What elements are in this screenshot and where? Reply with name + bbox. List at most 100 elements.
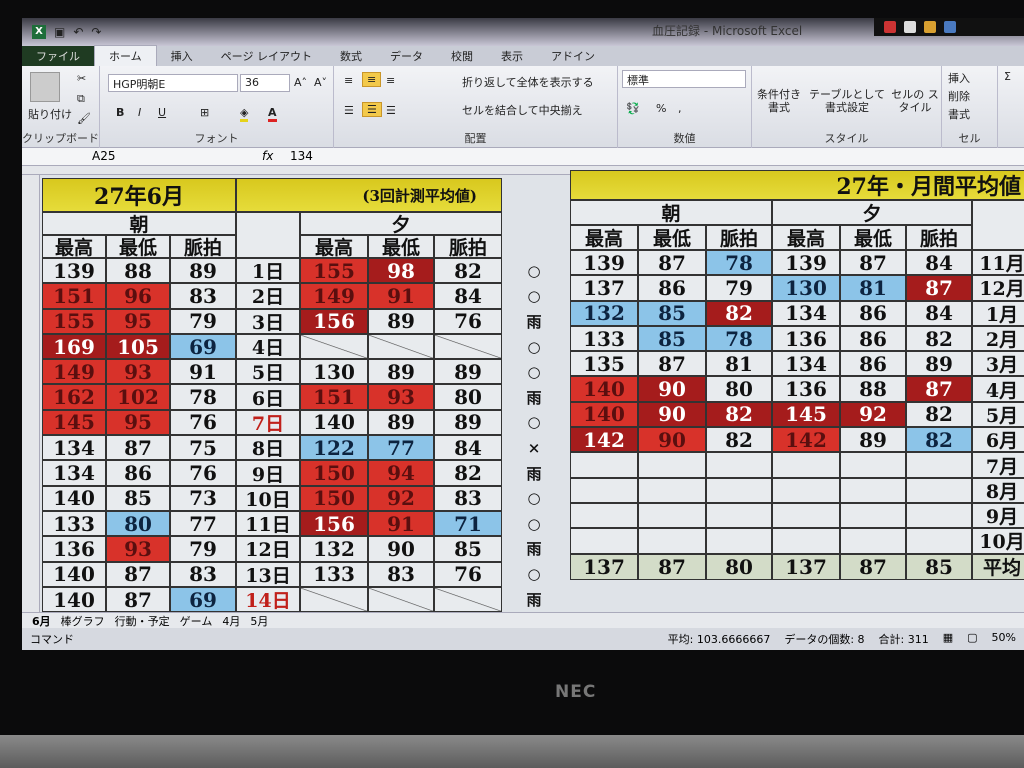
evening-value-cell[interactable]: 89 — [368, 359, 434, 385]
monthly-value-cell[interactable] — [906, 528, 972, 554]
fill-color-icon[interactable]: ◈ — [240, 106, 249, 122]
monthly-value-cell[interactable]: 89 — [906, 351, 972, 377]
bold-button[interactable]: B — [116, 106, 125, 119]
comma-button[interactable]: , — [678, 102, 682, 115]
monthly-value-cell[interactable]: 133 — [570, 325, 638, 352]
monthly-value-cell[interactable] — [840, 477, 906, 503]
evening-value-cell[interactable]: 80 — [434, 384, 502, 410]
ime-icon[interactable] — [904, 21, 916, 33]
sheet-tab[interactable]: 4月 — [222, 614, 241, 628]
monthly-value-cell[interactable]: 82 — [906, 401, 972, 428]
format-as-table-button[interactable]: テーブルとして 書式設定 — [808, 88, 885, 114]
sheet-tab[interactable]: 5月 — [250, 614, 269, 628]
column-header[interactable]: 脈拍 — [906, 225, 972, 250]
month-header[interactable] — [972, 200, 1024, 250]
monthly-value-cell[interactable] — [638, 528, 706, 554]
evening-value-cell[interactable]: 156 — [300, 308, 368, 334]
evening-value-cell[interactable]: 89 — [368, 409, 434, 436]
monthly-value-cell[interactable]: 90 — [638, 427, 706, 453]
day-cell[interactable]: 6日 — [236, 384, 300, 410]
evening-value-cell[interactable]: 85 — [434, 536, 502, 562]
evening-value-cell[interactable]: 151 — [300, 384, 368, 410]
month-cell[interactable]: 4月 — [972, 376, 1024, 402]
morning-value-cell[interactable]: 140 — [42, 586, 106, 613]
day-cell[interactable]: 7日 — [236, 409, 300, 436]
format-button[interactable]: 書式 — [948, 108, 970, 121]
morning-header[interactable]: 朝 — [42, 212, 236, 235]
morning-value-cell[interactable]: 169 — [42, 333, 106, 360]
average-value-cell[interactable]: 137 — [570, 553, 638, 580]
paste-button[interactable]: 貼り付け — [28, 108, 72, 121]
monthly-value-cell[interactable] — [906, 477, 972, 503]
underline-button[interactable]: U — [158, 106, 167, 119]
evening-value-cell[interactable]: 156 — [300, 510, 368, 537]
undo-icon[interactable]: ↶ — [73, 25, 84, 39]
evening-value-cell[interactable]: 150 — [300, 460, 368, 486]
monthly-value-cell[interactable] — [706, 528, 772, 554]
evening-value-cell[interactable] — [368, 333, 434, 360]
delete-button[interactable]: 削除 — [948, 90, 970, 103]
evening-value-cell[interactable]: 94 — [368, 460, 434, 486]
ribbon-tab[interactable]: 挿入 — [170, 50, 193, 63]
merge-center-button[interactable]: セルを結合して中央揃え — [462, 104, 583, 117]
note-cell[interactable]: (3回計測平均値) — [236, 178, 502, 212]
monthly-value-cell[interactable]: 85 — [638, 325, 706, 352]
zoom-level[interactable]: 50% — [991, 631, 1016, 644]
column-header[interactable]: 最高 — [42, 235, 106, 258]
month-cell[interactable]: 10月 — [972, 528, 1024, 554]
weather-cell[interactable]: 雨 — [526, 388, 542, 407]
monthly-value-cell[interactable]: 87 — [638, 250, 706, 276]
weather-cell[interactable]: ○ — [527, 362, 541, 381]
insert-button[interactable]: 挿入 — [948, 72, 970, 85]
weather-cell[interactable]: 雨 — [526, 312, 542, 331]
monthly-value-cell[interactable]: 142 — [772, 427, 840, 453]
evening-header[interactable]: 夕 — [300, 212, 502, 235]
month-cell[interactable]: 1月 — [972, 300, 1024, 326]
monthly-value-cell[interactable] — [570, 502, 638, 529]
format-painter-icon[interactable]: 🖌 — [77, 112, 91, 125]
morning-value-cell[interactable]: 155 — [42, 308, 106, 334]
ribbon-tab[interactable]: 表示 — [500, 50, 523, 63]
monthly-value-cell[interactable] — [906, 502, 972, 529]
monthly-value-cell[interactable] — [772, 452, 840, 478]
average-value-cell[interactable]: 85 — [906, 553, 972, 580]
monthly-value-cell[interactable]: 86 — [638, 275, 706, 301]
day-cell[interactable]: 3日 — [236, 308, 300, 334]
morning-value-cell[interactable]: 134 — [42, 460, 106, 486]
evening-value-cell[interactable]: 133 — [300, 561, 368, 587]
monthly-value-cell[interactable]: 84 — [906, 300, 972, 326]
weather-cell[interactable]: × — [527, 438, 541, 457]
autosum-icon[interactable]: Σ — [1004, 70, 1011, 83]
font-color-icon[interactable]: A — [268, 106, 277, 122]
evening-value-cell[interactable]: 84 — [434, 435, 502, 461]
monthly-value-cell[interactable] — [772, 528, 840, 554]
sheet-tab[interactable]: 棒グラフ — [60, 614, 105, 628]
monthly-value-cell[interactable]: 139 — [570, 250, 638, 276]
month-cell[interactable]: 2月 — [972, 325, 1024, 352]
fx-icon[interactable]: fx — [262, 149, 274, 163]
morning-value-cell[interactable]: 95 — [106, 409, 170, 436]
monthly-value-cell[interactable]: 88 — [840, 376, 906, 402]
evening-value-cell[interactable]: 76 — [434, 308, 502, 334]
monthly-value-cell[interactable] — [638, 477, 706, 503]
monthly-value-cell[interactable] — [570, 452, 638, 478]
day-cell[interactable]: 1日 — [236, 258, 300, 284]
column-header[interactable]: 最低 — [106, 235, 170, 258]
monthly-value-cell[interactable]: 86 — [840, 300, 906, 326]
morning-value-cell[interactable]: 140 — [42, 485, 106, 511]
evening-value-cell[interactable]: 82 — [434, 460, 502, 486]
weather-cell[interactable]: ○ — [527, 413, 541, 432]
morning-value-cell[interactable]: 83 — [170, 283, 236, 309]
monthly-value-cell[interactable]: 82 — [906, 427, 972, 453]
morning-value-cell[interactable]: 75 — [170, 435, 236, 461]
monthly-value-cell[interactable] — [570, 528, 638, 554]
align-top-icon[interactable]: ≡ — [344, 74, 354, 87]
monthly-value-cell[interactable]: 86 — [840, 351, 906, 377]
monthly-value-cell[interactable]: 135 — [570, 351, 638, 377]
evening-header[interactable]: 夕 — [772, 200, 972, 225]
average-label-cell[interactable]: 平均 — [972, 553, 1024, 580]
evening-value-cell[interactable]: 98 — [368, 258, 434, 284]
column-header[interactable]: 最高 — [300, 235, 368, 258]
morning-value-cell[interactable]: 89 — [170, 258, 236, 284]
weather-cell[interactable]: 雨 — [526, 591, 542, 609]
